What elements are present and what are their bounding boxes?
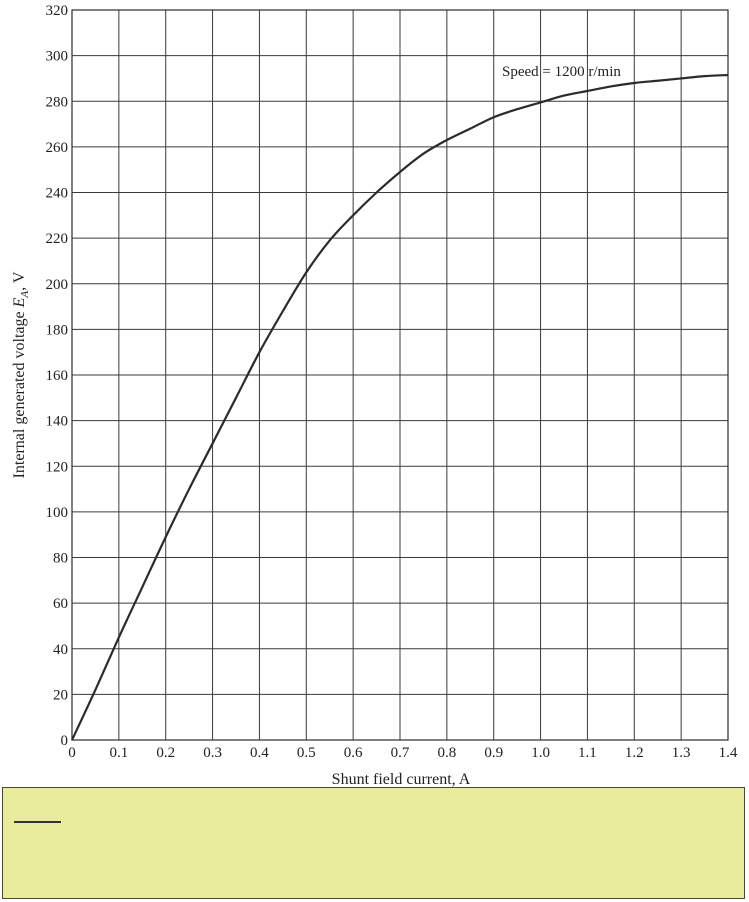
x-tick-label: 1.1 (578, 745, 597, 761)
y-tick-label: 80 (53, 551, 68, 567)
y-tick-label: 40 (53, 642, 68, 658)
x-tick-label: 0.9 (484, 745, 503, 761)
x-tick-label: 1.0 (531, 745, 550, 761)
y-tick-label: 100 (46, 505, 69, 521)
y-axis-title-subscript: A (19, 291, 31, 299)
y-tick-label: 140 (46, 414, 69, 430)
x-tick-label: 0.8 (437, 745, 456, 761)
y-tick-label: 300 (46, 49, 69, 65)
series-layer (71, 73, 729, 741)
x-tick-label: 1.3 (672, 745, 691, 761)
x-tick-label: 1.2 (625, 745, 644, 761)
y-axis-title-prefix: Internal generated voltage (11, 307, 28, 478)
y-tick-label: 240 (46, 186, 69, 202)
y-tick-label: 120 (46, 459, 69, 475)
x-tick-label: 0 (68, 745, 76, 761)
y-tick-label: 20 (53, 687, 68, 703)
x-tick-label: 0.3 (203, 745, 222, 761)
note-underline (14, 821, 61, 823)
note-box (2, 787, 745, 899)
x-tick-label: 0.2 (156, 745, 175, 761)
x-tick-label: 1.4 (719, 745, 738, 761)
x-tick-label: 0.7 (391, 745, 410, 761)
y-tick-label: 280 (46, 94, 69, 110)
y-tick-label: 260 (46, 140, 69, 156)
y-tick-label: 180 (46, 322, 69, 338)
y-tick-label: 320 (46, 3, 69, 19)
y-tick-label: 0 (61, 733, 69, 749)
chart-svg: 0 0.1 0.2 0.3 0.4 0.5 0.6 0.7 0.8 0.9 1.0 1.1 1.2 1.3… (11, 3, 738, 788)
x-axis-title: Shunt field current, A (332, 771, 471, 788)
x-tick-label: 0.4 (250, 745, 269, 761)
tick-label-layer: 0 0.1 0.2 0.3 0.4 0.5 0.6 0.7 0.8 0.9 1.0 1.1 1.2 1.3… (46, 3, 738, 761)
y-tick-label: 220 (46, 231, 69, 247)
x-tick-label: 0.1 (109, 745, 128, 761)
y-axis-title-symbol: E (11, 297, 28, 308)
x-tick-label: 0.6 (344, 745, 363, 761)
plot-frame (71, 9, 729, 741)
grid-layer (71, 9, 729, 741)
y-axis-title-suffix: , V (11, 271, 28, 291)
y-tick-label: 200 (46, 277, 69, 293)
y-tick-label: 60 (53, 596, 68, 612)
speed-annotation: Speed = 1200 r/min (502, 64, 621, 80)
magnetization-curve (71, 73, 729, 741)
chart-container: 0 0.1 0.2 0.3 0.4 0.5 0.6 0.7 0.8 0.9 1.0 1.1 1.2 1.3… (11, 3, 738, 788)
x-tick-label: 0.5 (297, 745, 316, 761)
y-axis-title: Internal generated voltage EA, V (11, 271, 31, 478)
y-tick-label: 160 (46, 368, 69, 384)
